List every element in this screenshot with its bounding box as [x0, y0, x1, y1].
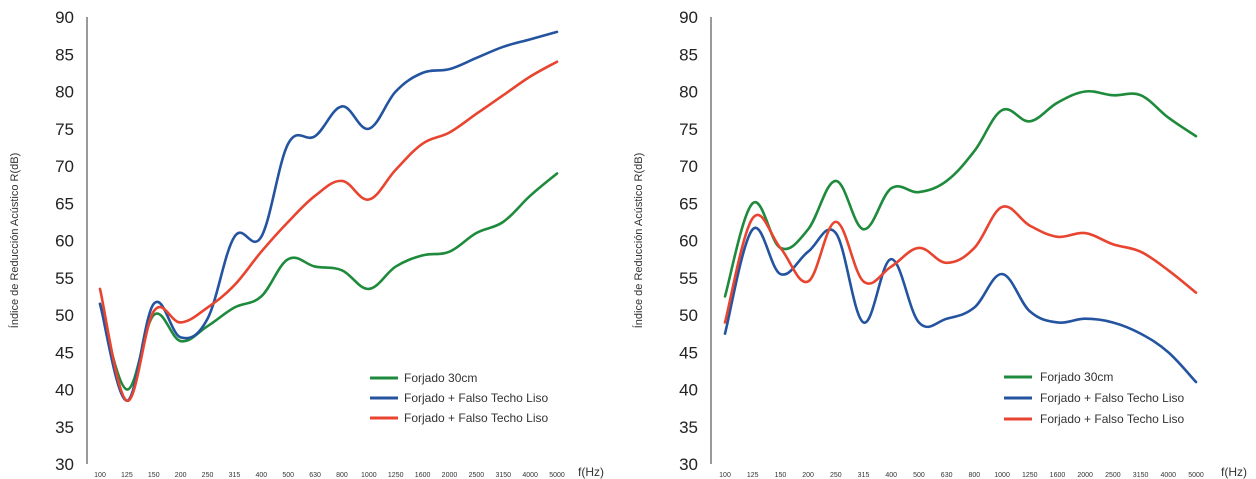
y-tick-label: 60 — [55, 232, 74, 251]
x-tick-label: 400 — [255, 472, 267, 479]
legend-label: Forjado 30cm — [404, 371, 477, 385]
legend-label: Forjado + Falso Techo Liso — [1040, 412, 1185, 426]
x-tick-label: 5000 — [1188, 472, 1204, 479]
legend-label: Forjado + Falso Techo Liso — [404, 391, 549, 405]
y-tick-label: 90 — [55, 8, 74, 27]
y-tick-label: 70 — [679, 157, 698, 176]
x-axis-title: f(Hz) — [578, 465, 604, 479]
x-tick-label: 200 — [802, 472, 814, 479]
x-tick-label: 630 — [309, 472, 321, 479]
x-tick-label: 800 — [336, 472, 348, 479]
x-tick-label: 100 — [94, 472, 106, 479]
y-tick-label: 55 — [55, 269, 74, 288]
y-tick-label: 50 — [679, 306, 698, 325]
y-tick-label: 40 — [679, 381, 698, 400]
x-tick-label: 1000 — [361, 472, 377, 479]
chart-2: 30 35 40 45 50 55 60 65 70 75 80 85 90 Índice de Redu… — [632, 8, 1247, 479]
x-tick-label: 125 — [121, 472, 133, 479]
x-tick-label: 315 — [229, 472, 241, 479]
legend-label: Forjado + Falso Techo Liso — [404, 411, 549, 425]
x-axis-title: f(Hz) — [1221, 465, 1247, 479]
y-tick-label: 35 — [55, 418, 74, 437]
y-tick-label: 75 — [55, 120, 74, 139]
x-tick-label: 1600 — [1050, 472, 1066, 479]
y-tick-label: 45 — [55, 343, 74, 362]
series-line-2 — [723, 226, 1198, 384]
x-tick-label: 4000 — [522, 472, 538, 479]
x-tick-label: 150 — [775, 472, 787, 479]
y-tick-label: 90 — [679, 8, 698, 27]
x-tick-label: 125 — [747, 472, 759, 479]
y-tick-label: 50 — [55, 306, 74, 325]
y-axis-title: Índice de Reducción Acústico R(dB) — [8, 153, 21, 328]
x-tick-label: 2500 — [469, 472, 485, 479]
y-tick-label: 80 — [55, 83, 74, 102]
y-axis-title: Índice de Reducción Acústico R(dB) — [632, 153, 645, 328]
series-line-3 — [723, 205, 1198, 324]
x-tick-label: 800 — [969, 472, 981, 479]
legend-label: Forjado + Falso Techo Liso — [1040, 391, 1185, 405]
y-tick-label: 35 — [679, 418, 698, 437]
x-tick-label: 2500 — [1105, 472, 1121, 479]
y-tick-label: 30 — [55, 455, 74, 474]
legend: Forjado 30cm Forjado + Falso Techo Liso Fo… — [1004, 370, 1185, 426]
series-line-1 — [723, 89, 1198, 298]
x-tick-label: 2000 — [1077, 472, 1093, 479]
y-tick-label: 30 — [679, 455, 698, 474]
x-tick-label: 3150 — [1133, 472, 1149, 479]
x-tick-label: 3150 — [495, 472, 511, 479]
y-tick-label: 65 — [55, 194, 74, 213]
x-tick-label: 315 — [858, 472, 870, 479]
x-tick-label: 250 — [202, 472, 214, 479]
x-tick-label: 1250 — [1022, 472, 1038, 479]
x-tick-label: 5000 — [549, 472, 565, 479]
x-tick-label: 630 — [941, 472, 953, 479]
x-tick-label: 1000 — [994, 472, 1010, 479]
legend-label: Forjado 30cm — [1040, 370, 1113, 384]
y-tick-label: 45 — [679, 343, 698, 362]
y-tick-label: 55 — [679, 269, 698, 288]
chart-1: 30 35 40 45 50 55 60 65 70 75 80 85 90 Índice de Redu… — [8, 8, 604, 479]
x-tick-label: 500 — [913, 472, 925, 479]
x-tick-label: 250 — [830, 472, 842, 479]
y-tick-label: 70 — [55, 157, 74, 176]
y-tick-label: 85 — [679, 45, 698, 64]
x-tick-label: 200 — [175, 472, 187, 479]
x-tick-label: 4000 — [1161, 472, 1177, 479]
x-tick-label: 1250 — [388, 472, 404, 479]
x-tick-label: 150 — [148, 472, 160, 479]
y-tick-label: 40 — [55, 381, 74, 400]
y-tick-label: 80 — [679, 83, 698, 102]
series-line-3 — [98, 60, 559, 402]
x-tick-label: 500 — [282, 472, 294, 479]
y-tick-label: 65 — [679, 194, 698, 213]
series-line-1 — [98, 172, 559, 391]
x-tick-label: 400 — [885, 472, 897, 479]
y-tick-label: 75 — [679, 120, 698, 139]
x-tick-label: 100 — [719, 472, 731, 479]
legend: Forjado 30cm Forjado + Falso Techo Liso Fo… — [370, 371, 549, 425]
series-line-2 — [98, 30, 559, 402]
x-tick-label: 1600 — [415, 472, 431, 479]
x-tick-label: 2000 — [442, 472, 458, 479]
y-tick-label: 85 — [55, 45, 74, 64]
y-tick-label: 60 — [679, 232, 698, 251]
